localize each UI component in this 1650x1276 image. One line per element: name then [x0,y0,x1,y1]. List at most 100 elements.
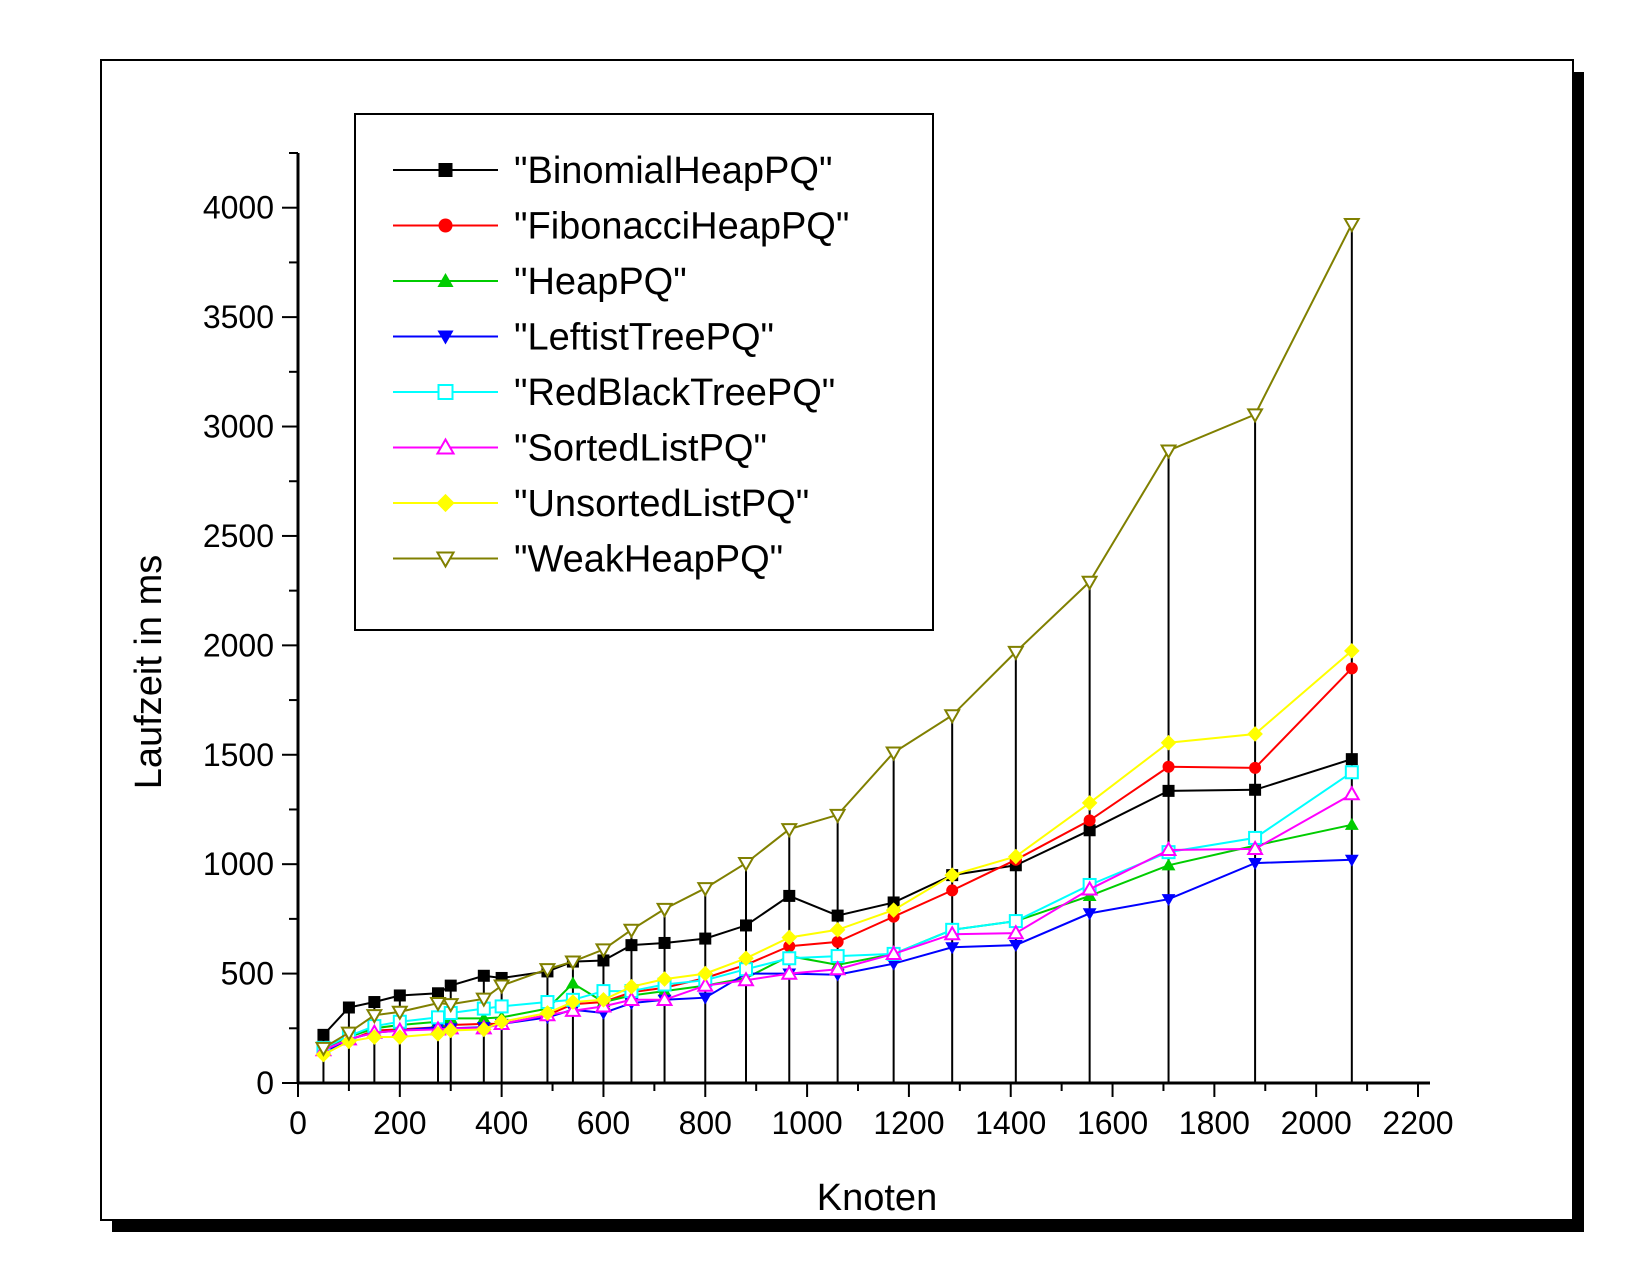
legend-item-5: "RedBlackTreePQ" [393,372,835,414]
data-point [780,964,798,980]
data-point [476,1021,492,1038]
data-point [1007,645,1025,661]
data-point [737,971,755,987]
y-tick-label: 1500 [203,737,274,773]
data-point [738,950,754,967]
data-point [1162,784,1175,797]
data-point [476,1011,491,1024]
data-point [1344,765,1359,780]
data-point [1246,839,1264,855]
legend-swatch-marker [437,272,454,287]
data-point [622,923,641,939]
data-point [831,935,844,948]
x-tick-label: 400 [475,1105,528,1141]
x-tick-label: 0 [289,1105,307,1141]
legend: "BinomialHeapPQ" "FibonacciHeapPQ" "HeapPQ… [354,113,934,631]
data-point [314,1041,333,1057]
series-line [323,858,1352,1054]
data-point [944,867,960,883]
data-point [625,939,638,952]
legend-box [354,113,934,631]
data-point [831,909,844,922]
data-point [943,709,961,725]
data-point [783,940,796,953]
data-point [783,889,796,902]
data-point [429,997,447,1013]
data-point [597,954,610,967]
data-point [698,992,713,1005]
data-point [780,823,798,839]
series-line [322,223,1353,1049]
y-tick-label: 3000 [203,409,274,445]
data-point [1344,854,1359,867]
data-point [737,856,755,872]
legend-label: "UnsortedListPQ" [514,483,809,525]
data-point [1246,408,1264,424]
axis-titles: Knoten Laufzeit in ms [128,555,937,1219]
series-line [323,793,1353,1052]
y-axis-title: Laufzeit in ms [128,555,170,789]
series-layer [314,218,1361,1063]
data-point [365,1009,383,1025]
data-point [594,943,613,959]
legend-swatch-marker [438,218,453,233]
data-point [1344,643,1360,659]
legend-swatch-marker [437,384,454,400]
data-point [1249,783,1262,796]
data-point [699,932,712,945]
legend-label: "HeapPQ" [514,261,687,303]
data-point [430,1025,446,1042]
data-point [595,992,612,1008]
data-point [1083,814,1096,827]
data-point [782,951,797,966]
legend-item-4: "LeftistTreePQ" [393,317,774,359]
data-point [1081,575,1099,591]
legend-item-2: "FibonacciHeapPQ" [393,206,849,248]
data-point [1248,857,1262,870]
data-point [340,1026,358,1042]
data-point [740,919,752,932]
data-point [830,949,845,964]
data-point [1008,848,1024,865]
legend-label: "WeakHeapPQ" [514,539,783,581]
data-point [432,987,444,1000]
legend-item-6: "SortedListPQ" [393,428,767,470]
data-point [366,1029,383,1045]
data-point [946,884,959,897]
data-point [1345,662,1358,675]
data-point [1247,726,1263,742]
data-point [656,971,673,987]
data-point [658,936,671,949]
y-tick-label: 500 [221,956,274,992]
data-point [1081,880,1099,896]
x-tick-label: 800 [679,1105,732,1141]
data-point [655,902,674,918]
x-tick-label: 1400 [975,1105,1046,1141]
data-point [392,1029,408,1045]
data-point [1082,908,1097,921]
series-8 [314,218,1361,1057]
data-point [1343,218,1361,234]
data-point [475,992,493,1008]
x-tick-label: 200 [373,1105,426,1141]
data-point [829,960,847,976]
data-point [1344,817,1359,830]
data-point [444,979,457,992]
x-tick-label: 2200 [1382,1105,1453,1141]
data-point [566,976,580,989]
x-tick-label: 1800 [1179,1105,1250,1141]
data-point [442,998,460,1014]
legend-label: "SortedListPQ" [514,428,767,470]
y-tick-label: 3500 [203,299,274,335]
data-point [886,958,901,971]
data-point [393,989,406,1002]
x-tick-label: 1600 [1077,1105,1148,1141]
legend-swatch-marker [438,163,453,177]
legend-item-1: "BinomialHeapPQ" [393,150,832,192]
data-point [696,882,714,898]
data-point [1161,858,1176,871]
legend-swatch-marker [436,493,455,513]
data-point [1083,824,1096,837]
data-point [829,808,847,824]
